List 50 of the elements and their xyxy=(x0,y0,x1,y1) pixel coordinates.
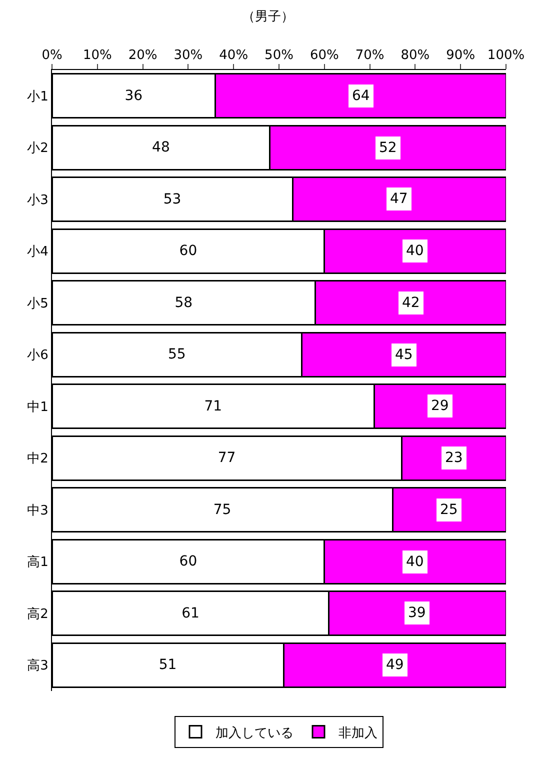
data-label: 51 xyxy=(158,657,177,674)
data-label: 45 xyxy=(395,347,413,363)
x-tick-label: 30% xyxy=(174,48,203,63)
data-label: 53 xyxy=(163,191,182,208)
x-tick-label: 40% xyxy=(219,48,248,63)
x-tick-label: 90% xyxy=(446,48,476,63)
x-tick-label: 60% xyxy=(310,48,339,63)
data-label: 77 xyxy=(218,450,236,466)
y-tick-label: 高3 xyxy=(27,658,48,674)
data-label: 60 xyxy=(179,554,198,570)
data-label: 39 xyxy=(408,605,426,621)
x-tick-label: 20% xyxy=(128,48,158,63)
x-tick-label: 80% xyxy=(400,48,430,63)
data-label: 60 xyxy=(179,243,198,260)
y-tick-label: 高1 xyxy=(27,554,48,570)
data-label: 75 xyxy=(213,502,232,518)
x-tick-label: 10% xyxy=(82,48,112,63)
y-tick-label: 中3 xyxy=(27,503,48,518)
x-tick-label: 100% xyxy=(487,48,525,63)
legend-label: 非加入 xyxy=(338,726,378,741)
y-tick-label: 小6 xyxy=(27,348,48,364)
data-label: 71 xyxy=(204,398,222,414)
y-tick-label: 中1 xyxy=(27,400,48,415)
data-label: 40 xyxy=(406,554,424,570)
data-label: 29 xyxy=(431,398,449,414)
data-label: 23 xyxy=(445,450,463,466)
legend-label: 加入している xyxy=(216,726,294,741)
data-label: 58 xyxy=(174,294,193,311)
chart-title: （男子） xyxy=(242,10,294,24)
y-tick-label: 小2 xyxy=(27,141,48,156)
data-label: 61 xyxy=(182,605,200,622)
x-tick-label: 0% xyxy=(42,48,62,63)
data-label: 49 xyxy=(386,657,404,673)
y-tick-label: 中2 xyxy=(27,452,48,467)
x-tick-label: 70% xyxy=(355,48,384,63)
y-tick-label: 小3 xyxy=(27,192,48,208)
data-label: 52 xyxy=(379,140,397,156)
y-tick-label: 小5 xyxy=(27,296,48,312)
y-tick-label: 高2 xyxy=(27,606,48,622)
y-tick-label: 小1 xyxy=(27,89,48,104)
data-label: 25 xyxy=(440,502,458,518)
data-label: 40 xyxy=(406,243,424,259)
x-tick-label: 50% xyxy=(264,48,294,63)
y-tick-label: 小4 xyxy=(27,244,48,260)
data-label: 55 xyxy=(168,346,186,363)
data-label: 48 xyxy=(152,140,170,156)
data-label: 47 xyxy=(390,191,408,207)
data-label: 64 xyxy=(352,88,370,104)
data-label: 42 xyxy=(402,295,420,311)
data-label: 36 xyxy=(124,88,143,104)
